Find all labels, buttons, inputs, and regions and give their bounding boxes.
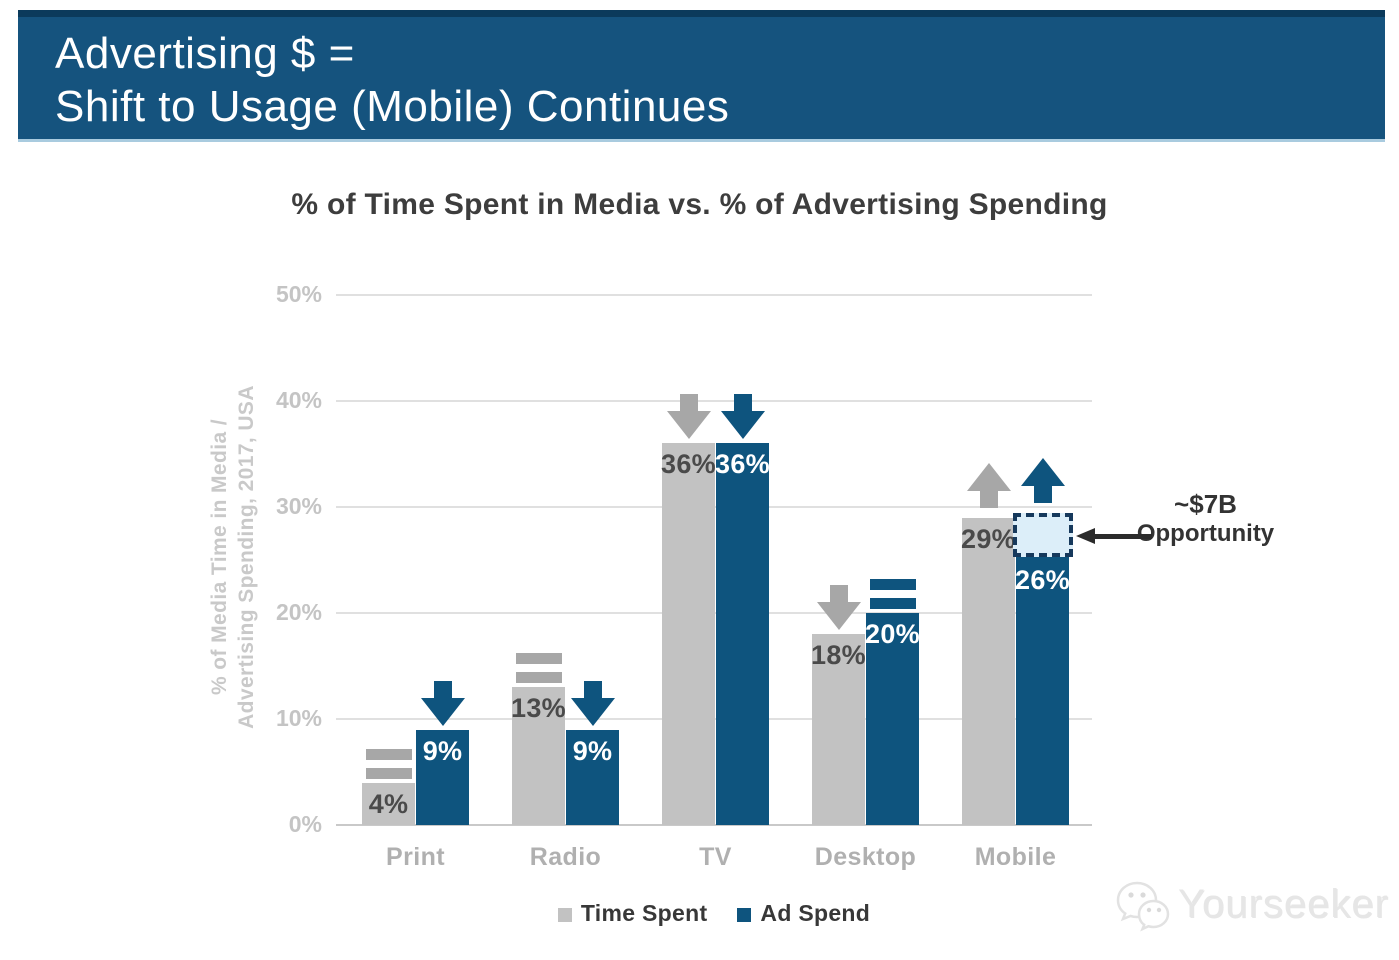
wechat-logo-icon	[1116, 881, 1170, 932]
trend-equal-icon-time-spent-radio	[515, 653, 562, 684]
bar-value-label-time-spent-print: 4%	[368, 788, 409, 819]
category-label-mobile: Mobile	[974, 843, 1057, 871]
header-title-line1: Advertising $ =	[55, 29, 355, 78]
trend-down-icon-ad-spend-radio	[570, 680, 616, 726]
y-tick-label-0%: 0%	[288, 811, 322, 837]
category-label-radio: Radio	[529, 843, 602, 871]
bar-time-spent-mobile	[962, 517, 1015, 825]
trend-down-icon-ad-spend-tv	[720, 394, 766, 440]
annotation-value: ~$7B	[1174, 489, 1237, 519]
y-axis-title-line2: Advertising Spending, 2017, USA	[235, 385, 258, 729]
bar-value-label-time-spent-mobile: 29%	[961, 523, 1016, 554]
y-tick-label-20%: 20%	[275, 599, 322, 625]
trend-up-icon-time-spent-mobile	[966, 462, 1012, 508]
bar-time-spent-print	[362, 782, 415, 825]
annotation-caption: Opportunity	[1136, 520, 1275, 547]
bar-time-spent-tv	[662, 443, 715, 825]
trend-down-icon-time-spent-desktop	[816, 585, 862, 631]
bar-ad-spend-print	[416, 729, 469, 825]
bar-value-label-ad-spend-mobile: 26%	[1015, 565, 1070, 596]
bar-value-label-ad-spend-desktop: 20%	[865, 619, 920, 649]
category-label-print: Print	[386, 843, 445, 871]
trend-equal-icon-ad-spend-desktop	[869, 579, 916, 609]
trend-down-icon-time-spent-tv	[666, 394, 712, 440]
bar-ad-spend-mobile	[1016, 549, 1069, 825]
slide-header: Advertising $ = Shift to Usage (Mobile) …	[18, 10, 1385, 142]
y-axis-title-line1: % of Media Time in Media /	[208, 418, 231, 696]
opportunity-gap-box	[1013, 512, 1073, 558]
y-tick-label-50%: 50%	[275, 281, 322, 307]
gridline-40%	[336, 400, 1092, 402]
trend-up-icon-ad-spend-mobile	[1020, 457, 1066, 503]
bar-value-label-time-spent-desktop: 18%	[811, 640, 866, 671]
watermark-text: Yourseeker	[1179, 882, 1390, 927]
gridline-50%	[336, 294, 1092, 296]
trend-equal-icon-time-spent-print	[365, 748, 412, 779]
category-label-desktop: Desktop	[814, 843, 917, 871]
bar-value-label-ad-spend-radio: 9%	[572, 735, 613, 766]
legend-swatch-icon	[557, 907, 572, 922]
annotation-arrow	[1094, 534, 1152, 539]
legend-label: Time Spent	[580, 900, 708, 926]
y-tick-label-40%: 40%	[275, 387, 322, 413]
header-title-line2: Shift to Usage (Mobile) Continues	[55, 82, 730, 131]
legend-item-ad-spend: Ad Spend	[737, 900, 870, 927]
y-tick-label-30%: 30%	[275, 493, 322, 519]
legend-item-time-spent: Time Spent	[557, 900, 708, 927]
bar-value-label-ad-spend-tv: 36%	[715, 449, 770, 480]
chart-title: % of Time Spent in Media vs. % of Advert…	[291, 188, 1108, 221]
bar-value-label-ad-spend-print: 9%	[422, 735, 463, 766]
category-label-tv: TV	[699, 843, 732, 871]
y-tick-label-10%: 10%	[275, 705, 322, 731]
trend-down-icon-ad-spend-print	[420, 680, 466, 726]
bar-time-spent-desktop	[812, 634, 865, 825]
bar-value-label-time-spent-tv: 36%	[661, 449, 716, 480]
bar-ad-spend-radio	[566, 729, 619, 825]
legend-swatch-icon	[737, 907, 752, 922]
bar-ad-spend-tv	[716, 443, 769, 825]
y-axis-title: % of Media Time in Media / Advertising S…	[206, 385, 260, 729]
annotation-label: ~$7B Opportunity	[1128, 488, 1283, 548]
bar-ad-spend-desktop	[866, 613, 919, 825]
bar-time-spent-radio	[512, 687, 565, 825]
watermark: Yourseeker	[1112, 876, 1390, 934]
annotation-arrowhead-icon	[1076, 528, 1095, 544]
gridline-0%	[336, 824, 1092, 826]
bar-value-label-time-spent-radio: 13%	[511, 693, 566, 724]
legend-label: Ad Spend	[760, 900, 871, 926]
legend: Time Spent Ad Spend	[336, 900, 1092, 927]
